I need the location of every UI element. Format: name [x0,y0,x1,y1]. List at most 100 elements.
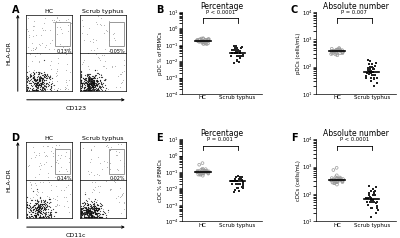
Point [334,179,341,183]
Point [32,208,39,212]
Point [89,213,95,217]
Point [90,88,96,92]
Point [62,87,68,90]
Point [38,82,44,86]
Point [79,209,86,213]
Point [104,29,110,33]
Point [79,82,86,85]
Point [368,79,374,83]
Point [92,210,98,213]
Point [205,171,212,175]
Point [86,215,93,219]
Point [95,86,102,90]
Point [37,71,44,74]
Point [96,215,102,218]
Point [96,84,102,88]
Point [36,87,43,91]
Point [36,79,42,82]
Point [103,28,109,32]
Point [36,42,42,46]
Point [85,211,91,215]
Point [235,50,242,53]
Point [48,200,54,204]
Point [90,76,96,80]
Point [30,210,36,214]
Point [92,78,99,81]
Point [26,206,32,210]
Point [34,86,40,90]
Point [197,173,204,177]
Point [82,212,88,216]
Point [36,82,42,86]
Point [43,215,50,219]
Point [43,81,50,85]
Point [28,41,35,45]
Point [41,200,48,204]
Point [30,48,36,51]
Point [86,84,92,88]
Point [39,79,45,83]
Point [85,205,91,209]
Point [195,40,202,43]
Point [42,45,48,49]
Point [374,81,381,85]
Point [92,212,99,215]
Point [90,85,97,89]
Point [34,189,40,193]
Point [42,198,48,202]
Point [86,208,92,212]
Point [83,88,90,92]
Point [89,215,95,218]
Point [48,82,55,85]
Point [44,194,50,198]
Point [34,72,41,76]
Point [91,84,98,87]
Point [63,185,69,189]
Point [54,79,60,83]
Point [94,71,100,75]
Point [91,215,98,219]
Point [98,82,105,86]
Point [84,208,90,211]
Point [233,48,239,52]
Point [88,147,94,151]
Point [85,213,92,217]
Point [26,75,33,79]
Point [82,78,89,81]
Point [80,205,87,209]
Point [94,214,100,218]
Point [103,215,109,219]
Point [91,82,97,86]
Point [340,50,346,54]
Point [32,83,38,87]
Point [96,86,103,90]
Point [33,70,39,74]
Point [34,210,40,214]
Point [84,79,90,83]
Point [90,85,96,89]
Point [78,80,84,84]
Point [42,16,49,20]
Point [88,215,94,219]
Point [96,72,102,76]
Point [30,208,36,212]
Point [103,179,109,183]
Point [42,211,48,214]
Point [89,74,95,78]
Point [82,205,88,209]
Point [231,45,237,48]
Point [42,88,48,92]
Point [339,179,345,183]
Point [96,215,103,219]
Point [46,204,52,208]
Point [39,85,46,89]
Point [30,150,37,154]
Point [44,73,50,76]
Point [47,205,53,209]
Point [51,20,57,24]
Point [36,207,42,210]
Point [26,205,33,209]
Point [234,179,240,183]
Point [101,31,107,35]
Text: 0.02%: 0.02% [110,176,126,181]
